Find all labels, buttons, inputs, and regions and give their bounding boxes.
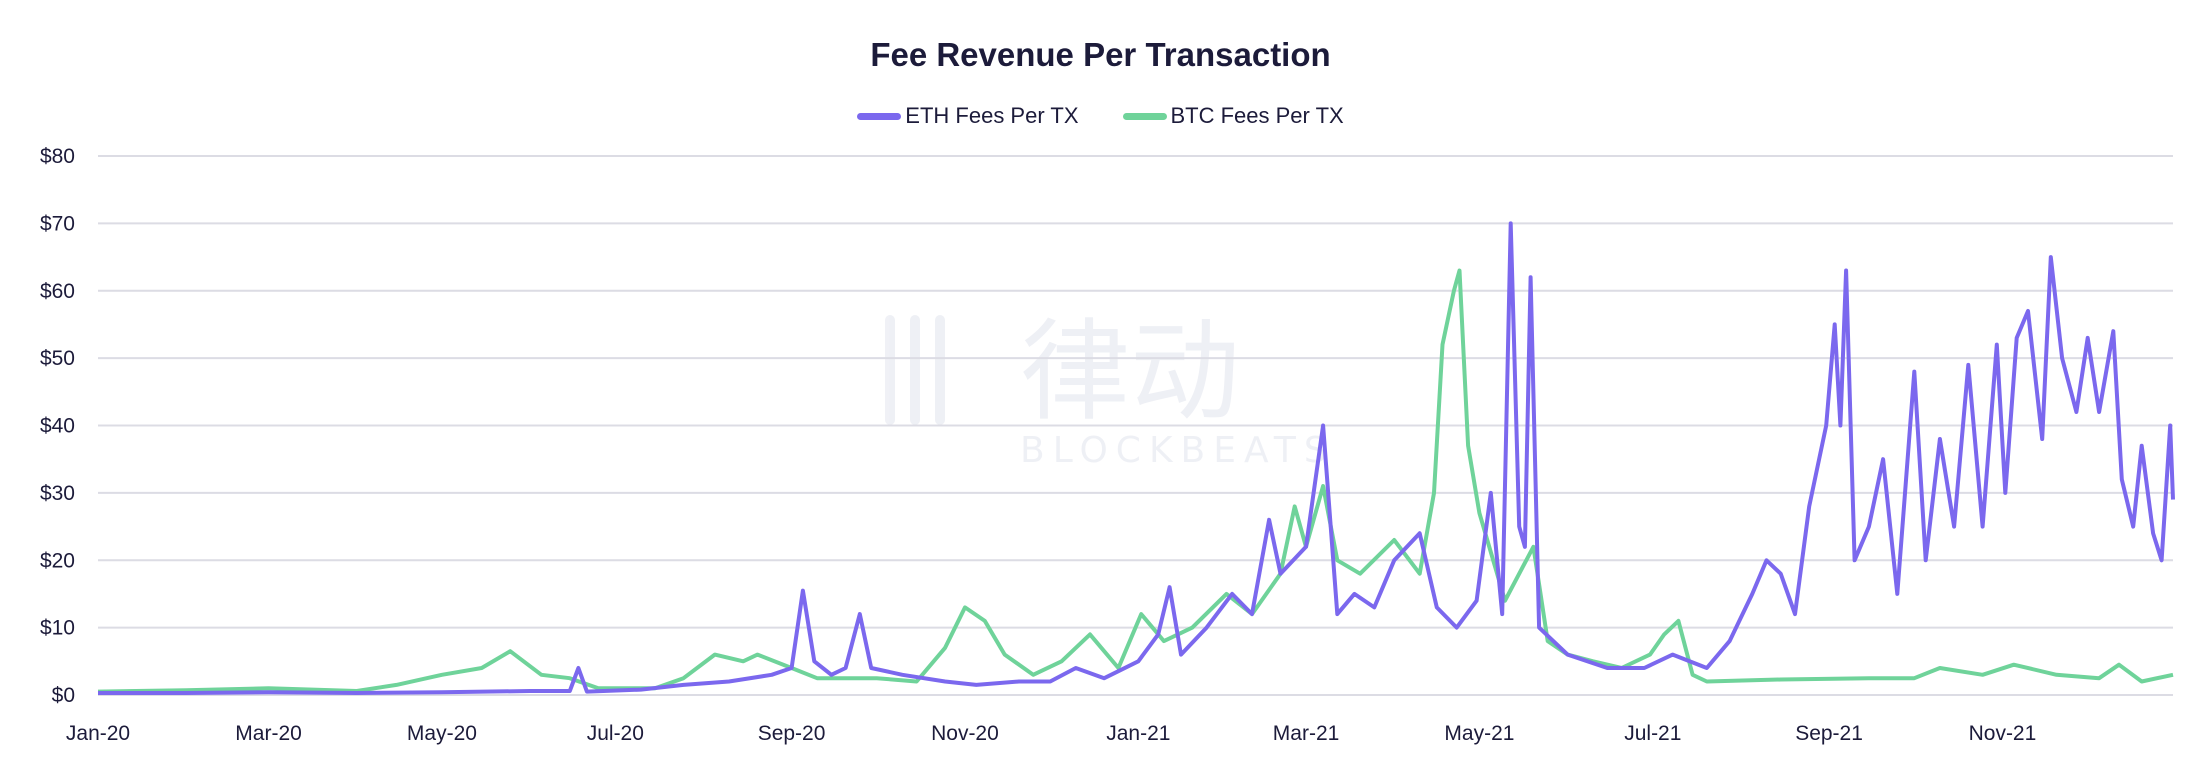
legend-label-btc: BTC Fees Per TX xyxy=(1170,103,1344,128)
svg-text:BLOCKBEATS: BLOCKBEATS xyxy=(1020,430,1335,471)
y-tick-label: $80 xyxy=(40,145,75,168)
x-tick-label: Sep-20 xyxy=(758,722,826,745)
svg-text:律动: 律动 xyxy=(1020,308,1240,436)
y-tick-label: $50 xyxy=(40,347,75,370)
x-tick-label: Mar-21 xyxy=(1273,722,1340,745)
legend-label-eth: ETH Fees Per TX xyxy=(905,103,1079,128)
x-tick-label: May-21 xyxy=(1444,722,1514,745)
x-tick-label: Jan-20 xyxy=(66,722,130,745)
series-line-btc xyxy=(97,268,2174,694)
x-tick-label: May-20 xyxy=(407,722,477,745)
x-tick-label: Nov-21 xyxy=(1969,722,2037,745)
chart-title: Fee Revenue Per Transaction xyxy=(870,36,1331,73)
y-tick-label: $30 xyxy=(40,482,75,505)
x-tick-label: Mar-20 xyxy=(235,722,302,745)
x-tick-label: Nov-20 xyxy=(931,722,999,745)
btc-swatch xyxy=(1122,112,1167,120)
x-tick-label: Jul-21 xyxy=(1624,722,1681,745)
eth-swatch xyxy=(857,112,902,120)
blockbeats-watermark: 律动 BLOCKBEATS xyxy=(885,308,1335,471)
x-tick-label: Jan-21 xyxy=(1106,722,1170,745)
y-tick-label: $60 xyxy=(40,280,75,303)
legend-item-eth[interactable]: ETH Fees Per TX xyxy=(857,103,1079,129)
series-line-eth xyxy=(98,221,2175,695)
x-tick-label: Sep-21 xyxy=(1795,722,1863,745)
y-tick-label: $40 xyxy=(40,415,75,438)
legend-item-btc[interactable]: BTC Fees Per TX xyxy=(1122,103,1344,129)
y-tick-label: $70 xyxy=(40,212,75,235)
x-tick-label: Jul-20 xyxy=(587,722,644,745)
y-tick-label: $20 xyxy=(40,549,75,572)
y-tick-label: $0 xyxy=(52,684,75,707)
y-tick-label: $10 xyxy=(40,617,75,640)
legend: ETH Fees Per TX BTC Fees Per TX xyxy=(0,103,2201,129)
